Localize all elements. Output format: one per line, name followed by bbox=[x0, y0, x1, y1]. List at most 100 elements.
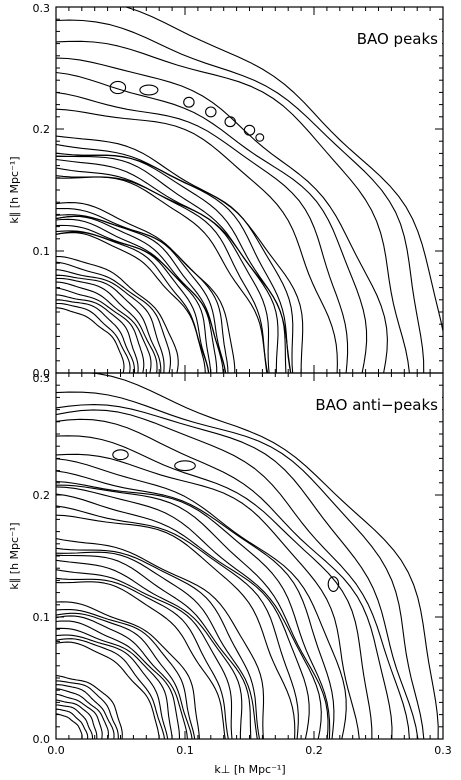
contour-line bbox=[56, 514, 296, 739]
contour-line bbox=[56, 453, 360, 739]
contour-line bbox=[56, 294, 139, 373]
contour-line bbox=[56, 559, 243, 739]
y-tick-label-2: 0.2 bbox=[33, 123, 51, 136]
x-axis-label: k⊥ [h Mpc⁻¹] bbox=[214, 763, 285, 776]
contour-line bbox=[56, 634, 169, 739]
closed-contour bbox=[224, 116, 236, 128]
closed-contour bbox=[205, 106, 217, 118]
y-tick-label-0: 0.0 bbox=[33, 367, 51, 380]
closed-contour bbox=[109, 80, 127, 95]
closed-contour bbox=[139, 84, 159, 96]
contour-line bbox=[56, 554, 252, 739]
contour-line bbox=[56, 302, 131, 373]
contour-line bbox=[56, 620, 181, 739]
contour-line bbox=[56, 71, 368, 373]
contour-line bbox=[56, 277, 158, 373]
panel-bao-peaks: 0.0 0.1 0.2 0.3 BAO peaks k∥ [h Mpc⁻¹] bbox=[8, 2, 444, 380]
contour-line bbox=[56, 274, 162, 373]
y-tick-label-1: 0.1 bbox=[33, 611, 51, 624]
closed-contour bbox=[112, 449, 129, 461]
panel-title-peaks: BAO peaks bbox=[357, 30, 438, 48]
contour-line bbox=[56, 230, 210, 373]
contour-line bbox=[56, 612, 193, 739]
contour-line bbox=[56, 699, 98, 739]
contour-line bbox=[56, 680, 119, 739]
contour-line bbox=[56, 256, 179, 373]
contour-line bbox=[56, 569, 233, 739]
contour-line bbox=[56, 418, 393, 739]
contour-line bbox=[56, 608, 196, 739]
contour-line bbox=[56, 577, 229, 739]
contour-line bbox=[56, 202, 236, 373]
contour-line bbox=[56, 470, 335, 739]
contour-line bbox=[56, 158, 279, 373]
contour-line bbox=[123, 7, 443, 334]
contour-line bbox=[56, 91, 349, 373]
contour-line bbox=[56, 269, 165, 373]
contour-line bbox=[56, 693, 103, 739]
contour-line bbox=[56, 493, 310, 739]
contour-line bbox=[56, 627, 173, 739]
contour-line bbox=[56, 615, 188, 739]
y-tick-label-3: 0.3 bbox=[33, 2, 51, 15]
contour-line bbox=[56, 40, 410, 373]
y-tick-label-2: 0.2 bbox=[33, 489, 51, 502]
contour-line bbox=[56, 435, 373, 739]
contour-line bbox=[56, 143, 294, 373]
contour-line bbox=[56, 57, 388, 373]
contour-line bbox=[56, 480, 331, 739]
x-tick-label-0: 0.0 bbox=[47, 744, 65, 757]
contour-line bbox=[56, 684, 115, 739]
contour-line bbox=[56, 581, 226, 739]
closed-contour bbox=[255, 133, 265, 142]
contour-line bbox=[56, 19, 425, 373]
contour-line bbox=[56, 409, 410, 739]
contour-line bbox=[56, 175, 269, 373]
contour-line bbox=[56, 307, 125, 373]
contour-line bbox=[56, 688, 109, 739]
x-tick-label-1: 0.1 bbox=[176, 744, 194, 757]
closed-contour bbox=[174, 460, 196, 472]
contour-line bbox=[56, 299, 136, 373]
contour-lines-anti-peaks bbox=[56, 373, 439, 739]
contour-line bbox=[56, 484, 329, 739]
panel-bao-anti-peaks: 0.0 0.1 0.2 0.3 0.0 0.1 0.2 0.3 BAO anti… bbox=[8, 372, 452, 776]
panel-title-anti-peaks: BAO anti−peaks bbox=[315, 396, 438, 414]
contour-line bbox=[56, 391, 425, 739]
tick-marks-top bbox=[55, 6, 444, 374]
contour-lines-peaks bbox=[56, 7, 443, 373]
contour-line bbox=[56, 708, 89, 739]
x-tick-label-3: 0.3 bbox=[434, 744, 452, 757]
contour-line bbox=[56, 135, 304, 373]
contour-line bbox=[56, 152, 292, 373]
y-axis-label-bottom: k∥ [h Mpc⁻¹] bbox=[8, 522, 21, 589]
y-tick-label-0: 0.0 bbox=[33, 733, 51, 746]
y-tick-label-1: 0.1 bbox=[33, 245, 51, 258]
contour-line bbox=[56, 108, 338, 373]
contour-line bbox=[56, 214, 227, 373]
contour-line bbox=[56, 675, 123, 739]
contour-line bbox=[56, 287, 145, 373]
closed-contour bbox=[243, 124, 256, 136]
contour-line bbox=[56, 641, 160, 739]
title-backdrop-top bbox=[318, 26, 442, 50]
contour-line bbox=[56, 281, 152, 373]
contour-line bbox=[56, 704, 94, 739]
contour-line bbox=[56, 505, 299, 739]
contour-line bbox=[56, 404, 419, 739]
contour-line bbox=[56, 538, 265, 739]
contour-line bbox=[56, 601, 200, 739]
title-backdrop-bottom bbox=[270, 392, 442, 416]
contour-line bbox=[56, 486, 322, 739]
contour-line bbox=[56, 373, 439, 739]
contour-line bbox=[56, 458, 347, 739]
closed-contour bbox=[183, 96, 195, 108]
y-axis-label-top: k∥ [h Mpc⁻¹] bbox=[8, 156, 21, 223]
contour-line bbox=[56, 218, 218, 373]
x-tick-label-2: 0.2 bbox=[305, 744, 323, 757]
contour-line bbox=[56, 638, 166, 739]
tick-marks-bottom bbox=[55, 372, 444, 740]
y-tick-label-3: 0.3 bbox=[33, 372, 51, 385]
contour-line bbox=[56, 713, 83, 739]
